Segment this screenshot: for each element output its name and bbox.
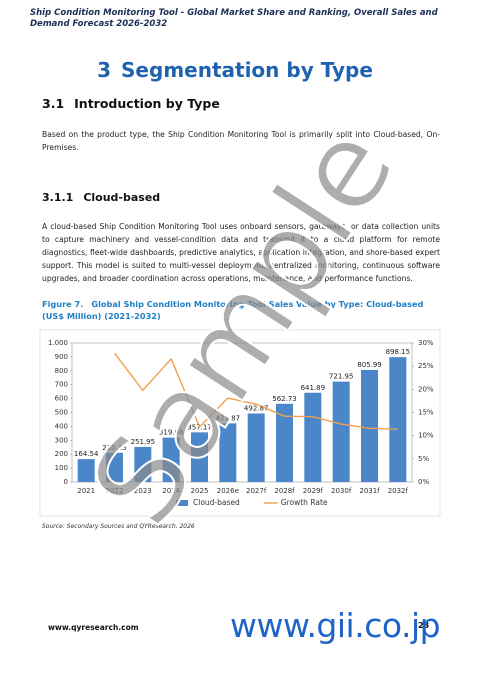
y-tick-label: 700 [55,381,68,389]
bar-value-label: 319.08 [159,429,184,437]
section-text: Based on the product type, the Ship Cond… [42,130,440,152]
bar-value-label: 251.95 [131,438,156,446]
x-tick-label: 2027f [246,487,267,495]
section-title: Introduction by Type [74,96,220,111]
chapter-heading: 3 Segmentation by Type [0,58,480,82]
y2-tick-label: 30% [418,339,434,347]
growth-line [113,352,398,430]
y-tick-label: 500 [55,409,68,417]
y-tick-label: 200 [55,450,68,458]
y-tick-label: 800 [55,367,68,375]
bar-value-label: 641.89 [301,384,326,392]
x-tick-label: 2028f [274,487,295,495]
y2-tick-label: 20% [418,385,434,393]
bar [276,403,293,482]
x-tick-label: 2021 [77,487,95,495]
subsection-title: Cloud-based [83,191,161,204]
subsection-heading: 3.1.1 Cloud-based [42,191,170,204]
subsection-text: A cloud-based Ship Condition Monitoring … [42,222,440,283]
y-tick-label: 900 [55,353,68,361]
x-tick-label: 2025 [191,487,209,495]
header-title: Ship Condition Monitoring Tool - Global … [30,8,438,29]
bar [219,423,237,482]
x-tick-label: 2031f [359,487,380,495]
y2-tick-label: 0% [418,478,429,486]
page-number: 23 [418,621,430,630]
legend-label: Cloud-based [193,498,240,507]
legend-swatch [176,500,188,506]
bar [332,381,350,482]
bar-value-label: 805.99 [357,361,382,369]
x-tick-label: 2030f [331,487,352,495]
bar-value-label: 898.15 [386,348,411,356]
bar [162,437,180,482]
bar [304,392,322,482]
bar-value-label: 562.73 [272,395,297,403]
watermark-site: www.gii.co.jp [230,606,441,645]
bar-value-label: 721.95 [329,373,354,381]
section-heading: 3.1 Introduction by Type [42,96,230,111]
bar [247,413,265,482]
x-tick-label: 2022 [106,487,124,495]
y-tick-label: 600 [55,395,68,403]
x-tick-label: 2026e [217,487,239,495]
bar-value-label: 164.54 [74,450,99,458]
bar-value-label: 210.25 [102,444,127,452]
bar [134,446,152,482]
y2-tick-label: 10% [418,432,434,440]
x-tick-label: 2023 [134,487,152,495]
chapter-number: 3 [97,58,112,82]
figure-caption: Figure 7. Global Ship Condition Monitorin… [42,298,440,322]
chapter-title: Segmentation by Type [121,58,373,82]
y-tick-label: 0 [64,478,68,486]
y2-tick-label: 15% [418,409,434,417]
bar [77,459,95,482]
bar [389,357,407,482]
bar [191,432,208,482]
figure-number: Figure 7. [42,299,84,309]
y-tick-label: 300 [55,436,68,444]
y-tick-label: 1.000 [48,339,68,347]
bar [106,452,123,482]
section-number: 3.1 [42,96,65,111]
x-tick-label: 2032f [388,487,409,495]
figure-title: Global Ship Condition Monitoring Tool Sa… [42,299,424,321]
y2-tick-label: 25% [418,362,434,370]
legend-label: Growth Rate [281,498,328,507]
y-tick-label: 100 [55,464,68,472]
bar-value-label: 492.87 [244,404,269,412]
x-tick-label: 2029f [303,487,324,495]
bar-value-label: 421.87 [216,414,241,422]
source-note: Source: Secondary Sources and QYResearch… [42,523,195,530]
y-tick-label: 400 [55,422,68,430]
footer-website: www.qyresearch.com [48,623,139,632]
x-tick-label: 2024 [162,487,180,495]
chart-frame [39,329,441,517]
y2-tick-label: 5% [418,455,429,463]
bar [361,369,378,482]
subsection-number: 3.1.1 [42,191,74,204]
